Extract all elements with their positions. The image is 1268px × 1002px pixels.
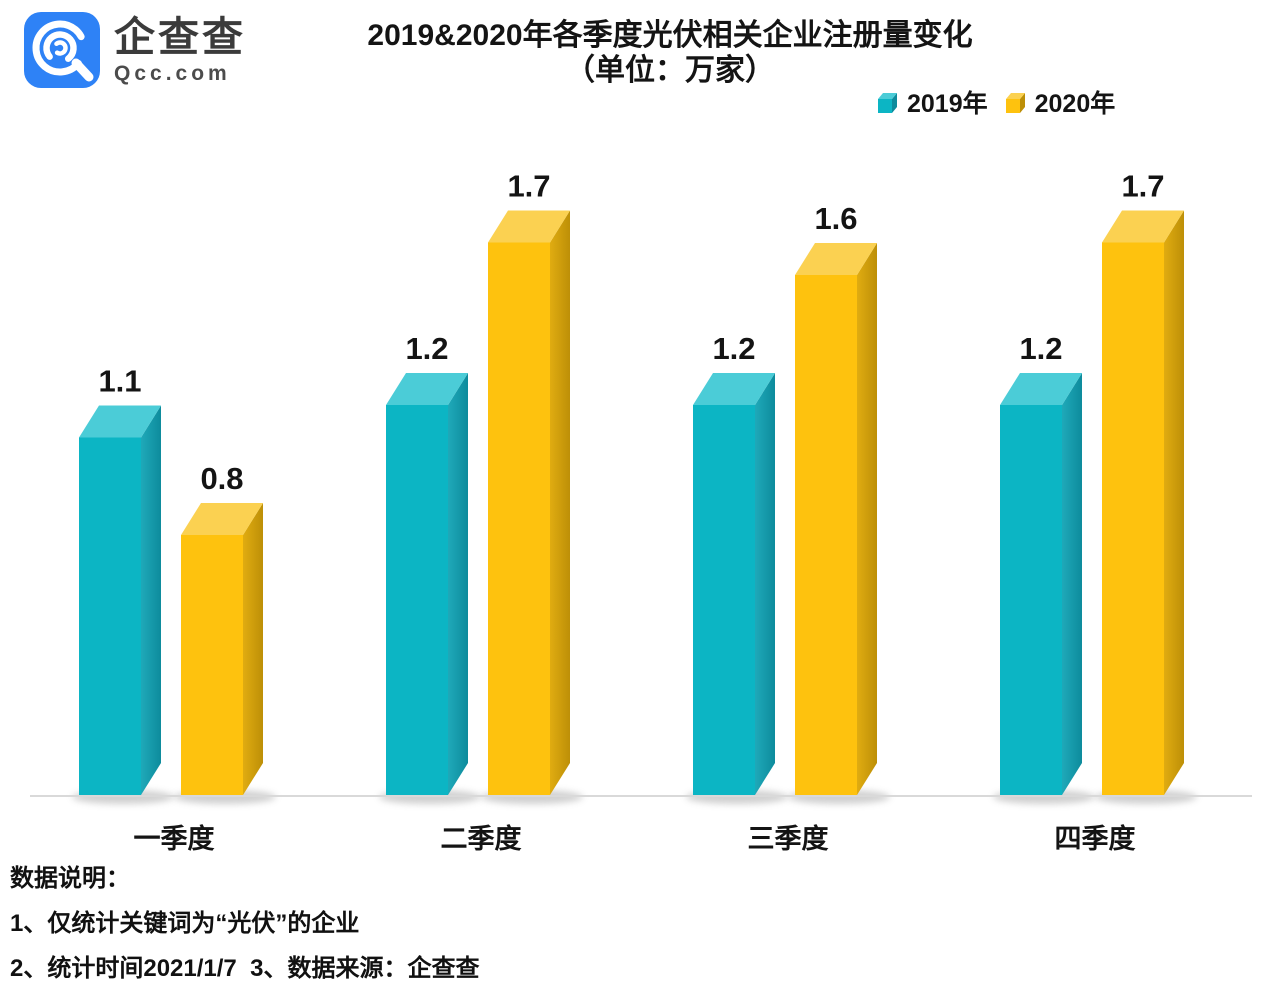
value-label: 1.2 — [1019, 331, 1062, 366]
bar-2020年-三季度-side — [857, 243, 877, 795]
chart-title: 2019&2020年各季度光伏相关企业注册量变化 — [367, 19, 973, 52]
note-line-2: 2、统计时间2021/1/7 3、数据来源：企查查 — [10, 955, 480, 982]
bar-2020年-一季度-front — [181, 535, 243, 795]
legend-swatch-2019-icon — [878, 93, 897, 113]
bar-2020年-三季度-front — [795, 275, 857, 795]
bar-2019年-一季度-top — [79, 405, 161, 438]
bar-2020年-三季度-top — [795, 243, 877, 275]
qcc-logo: 企查查 Qcc.com — [24, 12, 246, 88]
chart-header: 2019&2020年各季度光伏相关企业注册量变化 （单位：万家） — [270, 18, 1070, 88]
note-line-1: 1、仅统计关键词为“光伏”的企业 — [10, 910, 360, 937]
bar-2019年-二季度-front — [386, 405, 448, 795]
bar-2019年-四季度-side — [1062, 373, 1082, 795]
bar-2019年-一季度-side — [141, 405, 161, 795]
bar-2019年-四季度-top — [1000, 373, 1082, 405]
bar-2019年-三季度-front — [693, 405, 755, 795]
bar-2019年-二季度-side — [448, 373, 468, 795]
chart-legend: 2019年 2020年 — [876, 84, 1115, 120]
bar-2020年-四季度-front — [1102, 242, 1164, 795]
value-label: 0.8 — [200, 461, 243, 496]
legend-label-2019: 2019年 — [907, 90, 988, 118]
bar-2020年-一季度-side — [243, 503, 263, 795]
bar-2020年-一季度-top — [181, 503, 263, 535]
value-label: 1.7 — [1121, 169, 1164, 204]
data-notes: 数据说明： 1、仅统计关键词为“光伏”的企业 2、统计时间2021/1/7 3、… — [10, 864, 479, 999]
category-label: 一季度 — [134, 823, 215, 854]
bar-2019年-三季度-side — [755, 373, 775, 795]
category-label: 三季度 — [748, 823, 829, 854]
value-label: 1.7 — [507, 169, 550, 204]
brand-domain: Qcc.com — [114, 61, 231, 85]
brand-name: 企查查 — [114, 13, 246, 60]
bar-2019年-四季度-front — [1000, 405, 1062, 795]
bar-2020年-二季度-side — [550, 210, 570, 795]
bar-2019年-三季度-top — [693, 373, 775, 405]
value-label: 1.1 — [98, 364, 141, 399]
bar-2020年-二季度-top — [488, 210, 570, 243]
value-label: 1.6 — [814, 201, 857, 236]
legend-label-2020: 2020年 — [1034, 90, 1116, 118]
bar-2020年-四季度-side — [1164, 210, 1184, 795]
bar-group-一季度: 1.1 0.8 — [79, 364, 263, 795]
qcc-logo-text: 企查查 Qcc.com — [114, 15, 246, 86]
qcc-logo-icon — [24, 12, 100, 88]
value-label: 1.2 — [405, 331, 448, 366]
bar-group-二季度: 1.2 1.7 — [386, 169, 570, 795]
bar-group-三季度: 1.2 1.6 — [693, 201, 877, 795]
bar-2020年-二季度-front — [488, 242, 550, 795]
legend-item-2020: 2020年 — [1004, 84, 1116, 120]
category-label: 二季度 — [441, 823, 522, 854]
bar-2019年-二季度-top — [386, 373, 468, 405]
chart-subtitle: （单位：万家） — [565, 54, 775, 87]
bar-group-四季度: 1.2 1.7 — [1000, 169, 1184, 795]
notes-heading: 数据说明： — [10, 865, 130, 892]
bar-2020年-四季度-top — [1102, 210, 1184, 243]
value-label: 1.2 — [712, 331, 755, 366]
legend-swatch-2020-icon — [1005, 93, 1025, 113]
category-label: 四季度 — [1055, 823, 1136, 854]
bar-2019年-一季度-front — [79, 437, 141, 795]
legend-item-2019: 2019年 — [876, 84, 988, 120]
